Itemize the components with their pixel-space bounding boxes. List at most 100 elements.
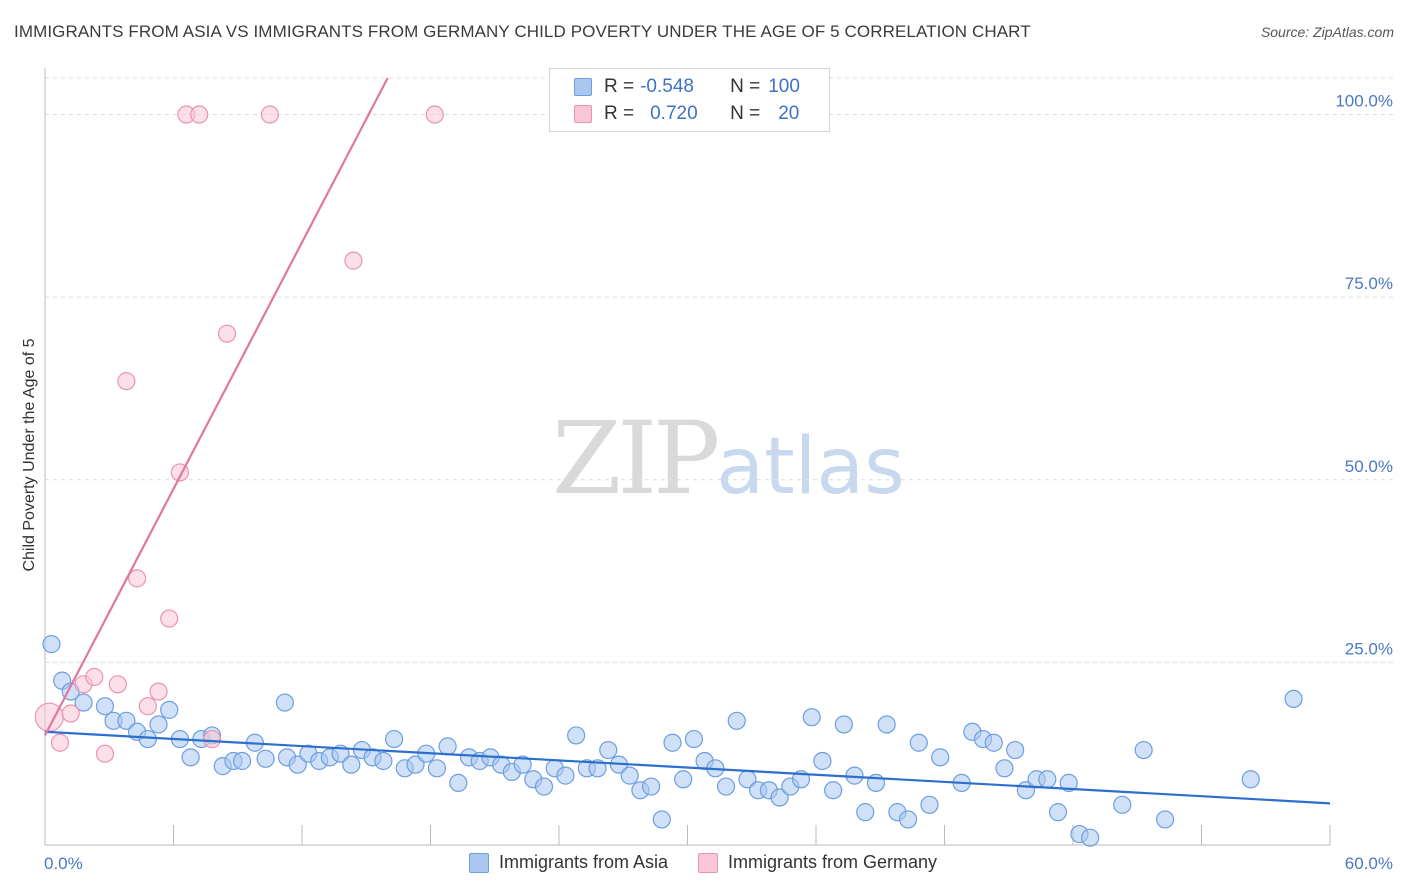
series-legend-asia: Immigrants from Asia [468, 852, 668, 873]
series-swatch-asia [468, 852, 489, 873]
point-germany [344, 251, 363, 270]
point-germany [117, 372, 136, 391]
legend-n-label: N = [730, 103, 761, 124]
point-asia [149, 715, 168, 734]
point-asia [931, 748, 950, 767]
point-asia [716, 777, 736, 796]
point-asia [117, 711, 136, 730]
point-asia [384, 729, 404, 749]
point-germany [138, 697, 157, 716]
source-label: Source: ZipAtlas.com [1260, 24, 1394, 40]
point-asia [856, 803, 875, 822]
point-germany [108, 675, 127, 694]
point-asia [288, 755, 307, 774]
trend-line-asia [44, 730, 1331, 805]
point-asia [727, 711, 746, 730]
legend-r-label: R = [604, 76, 635, 97]
point-asia [920, 795, 939, 814]
point-asia [275, 693, 294, 712]
point-asia [1006, 740, 1025, 760]
point-asia [232, 751, 252, 771]
point-asia [427, 759, 447, 778]
y-tick-label: 25.0% [1345, 639, 1393, 658]
legend-swatch-asia [574, 78, 592, 96]
legend-row-asia: R = -0.548 N = 100 [574, 74, 800, 100]
point-asia [813, 751, 832, 771]
point-asia [641, 777, 661, 796]
series-swatch-germany [698, 852, 718, 873]
point-asia [1038, 770, 1057, 789]
y-axis-label: Child Poverty Under the Age of 5 [21, 338, 38, 571]
point-germany [425, 105, 444, 124]
point-germany [95, 744, 115, 763]
point-asia [534, 777, 554, 796]
point-asia [1113, 795, 1132, 814]
legend-n-value: 20 [778, 103, 800, 124]
point-asia [1059, 773, 1078, 793]
point-germany [127, 569, 147, 588]
point-asia [684, 729, 704, 749]
point-asia [95, 697, 115, 716]
point-asia [1241, 770, 1260, 789]
point-asia [42, 635, 61, 654]
data-points [34, 105, 1303, 847]
point-asia [620, 766, 639, 785]
grid-lines [45, 77, 1395, 663]
point-asia [74, 693, 93, 712]
legend-swatch-germany [574, 105, 592, 123]
point-germany [149, 682, 168, 701]
point-asia [909, 733, 928, 752]
point-asia [449, 773, 468, 793]
point-asia [824, 781, 843, 800]
y-tick-label: 100.0% [1335, 92, 1393, 111]
point-asia [256, 749, 275, 768]
point-asia [984, 733, 1003, 752]
point-asia [674, 770, 693, 789]
tick-labels: 25.0% 50.0% 75.0% 100.0% 0.0% 60.0% [44, 92, 1393, 873]
series-label-germany: Immigrants from Germany [728, 852, 938, 872]
point-asia [663, 733, 682, 752]
point-asia [1048, 803, 1068, 822]
point-asia [406, 755, 425, 774]
point-asia [877, 715, 896, 734]
point-asia [556, 766, 575, 785]
point-asia [1081, 828, 1100, 847]
point-asia [1134, 740, 1153, 760]
point-asia [374, 751, 393, 771]
series-label-asia: Immigrants from Asia [498, 852, 668, 872]
legend-r-value: -0.548 [640, 76, 694, 97]
legend-n-label: N = [730, 76, 761, 97]
point-germany [260, 105, 279, 124]
point-germany [160, 609, 179, 628]
point-asia [898, 810, 918, 829]
point-germany [217, 324, 237, 343]
point-asia [342, 755, 361, 774]
point-germany [50, 733, 70, 752]
point-asia [802, 708, 821, 727]
trend-line-germany [44, 77, 389, 736]
point-asia [599, 740, 618, 760]
series-legend: Immigrants from Asia Immigrants from Ger… [0, 852, 1406, 873]
y-tick-label: 75.0% [1345, 274, 1393, 293]
point-asia [181, 748, 200, 767]
point-asia [588, 759, 607, 778]
point-germany [190, 105, 209, 124]
point-asia [652, 810, 671, 829]
point-germany [202, 729, 222, 749]
chart-title: IMMIGRANTS FROM ASIA VS IMMIGRANTS FROM … [14, 22, 1031, 41]
x-tick-label: 0.0% [44, 854, 83, 873]
point-asia [438, 737, 457, 756]
point-asia [138, 729, 157, 749]
axes [44, 68, 1331, 846]
point-germany [85, 667, 104, 687]
watermark: ZIPatlas [552, 400, 905, 517]
legend-r-value: 0.720 [650, 103, 698, 124]
watermark-zip: ZIP [552, 400, 720, 517]
point-asia [513, 755, 532, 774]
trend-lines [44, 77, 1331, 805]
legend-n-value: 100 [768, 76, 800, 97]
point-asia [567, 726, 586, 745]
x-tick-label: 60.0% [1345, 854, 1393, 873]
series-legend-germany: Immigrants from Germany [698, 852, 937, 873]
